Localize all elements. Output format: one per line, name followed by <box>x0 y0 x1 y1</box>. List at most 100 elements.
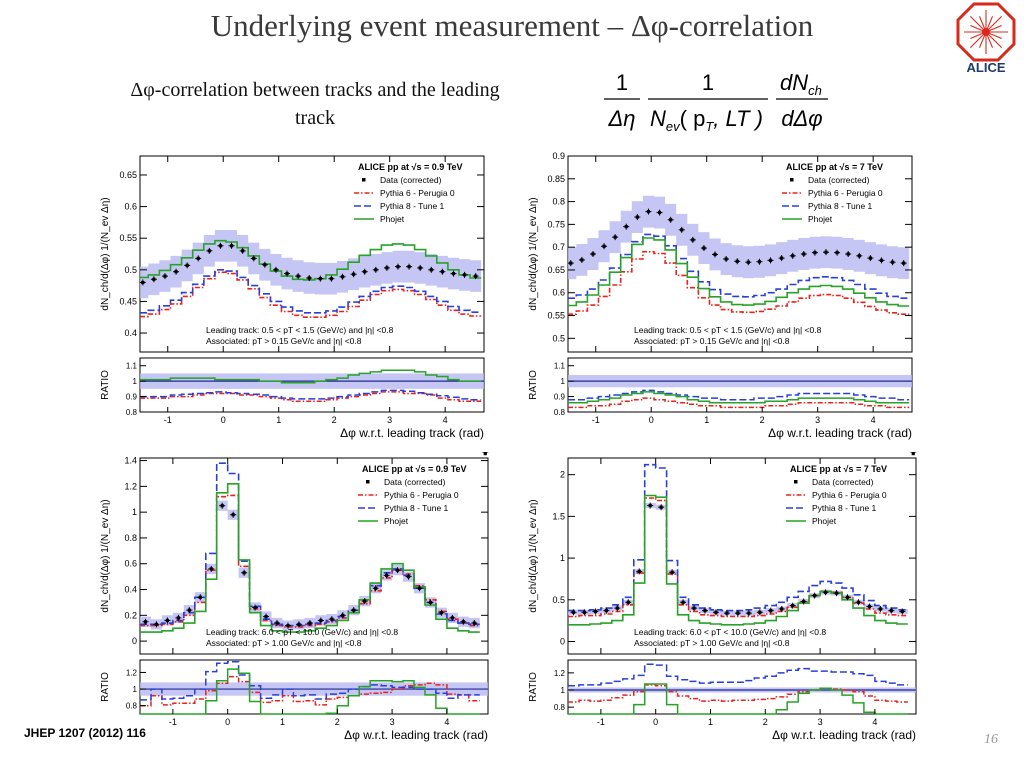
data-point <box>319 618 323 623</box>
legend-entry: Pythia 6 - Perugia 0 <box>380 188 455 198</box>
ratio-y-tick-label: 1 <box>561 377 566 386</box>
data-point <box>163 274 167 278</box>
legend-entry: Phojet <box>380 214 405 224</box>
ratio-axis-label: RATIO <box>528 672 539 702</box>
data-point <box>185 263 189 267</box>
data-point <box>286 624 290 628</box>
data-point <box>582 610 587 614</box>
data-point <box>879 258 884 262</box>
data-point <box>791 254 795 258</box>
data-systematic-band <box>568 195 910 280</box>
series-line-dashdot <box>568 497 908 618</box>
data-point <box>231 513 235 517</box>
data-point <box>307 276 311 280</box>
data-point <box>329 277 334 281</box>
data-point <box>461 620 465 624</box>
y-tick-label: 0.6 <box>124 559 137 569</box>
data-point <box>657 210 662 215</box>
data-point <box>374 586 378 590</box>
legend-entry: Pythia 8 - Tune 1 <box>380 201 445 211</box>
annotation-leading-track: Leading track: 0.5 < pT < 1.5 (GeV/c) an… <box>634 325 822 335</box>
legend-entry: Data (corrected) <box>808 175 870 185</box>
legend-entry: Pythia 8 - Tune 1 <box>812 503 877 513</box>
y-tick-label: 1.2 <box>124 481 137 491</box>
data-point <box>152 277 156 281</box>
series-line-dashed <box>568 233 910 299</box>
data-point <box>889 609 893 613</box>
x-tick-label: 4 <box>872 717 877 727</box>
legend-title: ALICE pp at √s = 0.9 TeV <box>362 464 467 474</box>
data-point <box>802 252 806 256</box>
page-number: 16 <box>984 732 998 747</box>
data-point <box>285 272 289 276</box>
data-point <box>252 256 256 261</box>
formula-ddphi: dΔφ <box>781 106 822 131</box>
ratio-y-tick-label: 1 <box>133 377 138 386</box>
data-point <box>198 595 202 599</box>
ratio-line-dashed <box>568 389 910 401</box>
ratio-y-tick-label: 0.8 <box>126 702 138 711</box>
data-point <box>451 272 456 276</box>
chart-panel-bottom-right: -1 0 1 2 3 4 0 0.5 1 1.5 2 0.8 1 1.2 dN_ch/d(Δφ) 1/(N_… <box>528 452 917 742</box>
series-line-dashdot <box>140 271 482 318</box>
ratio-line-solid <box>140 369 482 384</box>
data-point <box>580 258 584 262</box>
x-tick-label: 3 <box>390 717 395 727</box>
y-axis-label: dN_ch/d(Δφ) 1/(N_ev Δη) <box>100 197 111 310</box>
data-point <box>867 604 872 609</box>
chart-panel-top-right: -1 0 1 2 3 4 0.5 0.55 0.6 0.65 0.7 0.75 0.8 0.85 0.9 0.… <box>528 151 913 440</box>
data-point <box>229 244 234 248</box>
series-line-dashed <box>568 463 908 612</box>
ratio-axis-label: RATIO <box>528 370 539 400</box>
x-tick-label: 0 <box>653 717 658 727</box>
data-point <box>890 260 895 264</box>
legend-entry: Pythia 6 - Perugia 0 <box>812 490 887 500</box>
data-point <box>143 620 148 624</box>
formula-nev-args: ( p <box>680 106 706 131</box>
x-tick-label: -1 <box>597 717 605 727</box>
formula-deta: Δη <box>608 106 636 131</box>
legend-entry: Phojet <box>808 214 833 224</box>
main-plot-frame <box>567 457 917 655</box>
x-tick-label: 3 <box>818 717 823 727</box>
citation: JHEP 1207 (2012) 116 <box>24 726 146 740</box>
data-point <box>196 256 200 261</box>
y-tick-label: 1.4 <box>124 456 137 466</box>
legend-entry: Data (corrected) <box>384 477 446 487</box>
data-point <box>428 600 433 605</box>
x-tick-label: 4 <box>444 717 449 727</box>
data-point <box>330 617 334 621</box>
x-tick-label: 0 <box>221 415 226 425</box>
data-point <box>757 260 762 264</box>
data-point <box>824 250 828 254</box>
data-point <box>670 570 674 574</box>
legend-entry: Pythia 6 - Perugia 0 <box>808 188 883 198</box>
x-tick-label: 1 <box>276 415 281 425</box>
legend-title: ALICE pp at √s = 7 TeV <box>786 162 883 172</box>
data-point <box>395 568 400 572</box>
legend-entry: Data (corrected) <box>812 477 874 487</box>
annotation-associated: Associated: pT > 1.00 GeV/c and |η| <0.8 <box>206 638 362 648</box>
data-point <box>241 249 245 253</box>
data-point <box>613 235 617 239</box>
annotation-leading-track: Leading track: 6.0 < pT < 10.0 (GeV/c) a… <box>206 627 398 637</box>
legend-marker-points <box>362 178 366 182</box>
data-systematic-band <box>568 503 908 616</box>
x-tick-label: -1 <box>164 415 172 425</box>
y-tick-label: 2 <box>560 470 565 480</box>
series-line-solid <box>568 237 910 307</box>
ratio-y-tick-label: 0.8 <box>554 408 566 417</box>
data-point <box>242 571 246 575</box>
data-point <box>174 270 178 274</box>
data-point <box>846 252 850 256</box>
x-tick-label: 1 <box>708 717 713 727</box>
data-point <box>450 616 454 620</box>
data-point <box>176 616 180 620</box>
x-axis-label: Δφ w.r.t. leading track (rad) <box>340 426 484 440</box>
series-line-solid <box>568 494 908 626</box>
data-point <box>472 621 476 625</box>
y-tick-label: 0.9 <box>552 151 565 161</box>
data-point <box>209 567 213 571</box>
y-axis-label: dN_ch/d(Δφ) 1/(N_ev Δη) <box>528 197 539 310</box>
ratio-line-dashdot <box>568 397 910 409</box>
